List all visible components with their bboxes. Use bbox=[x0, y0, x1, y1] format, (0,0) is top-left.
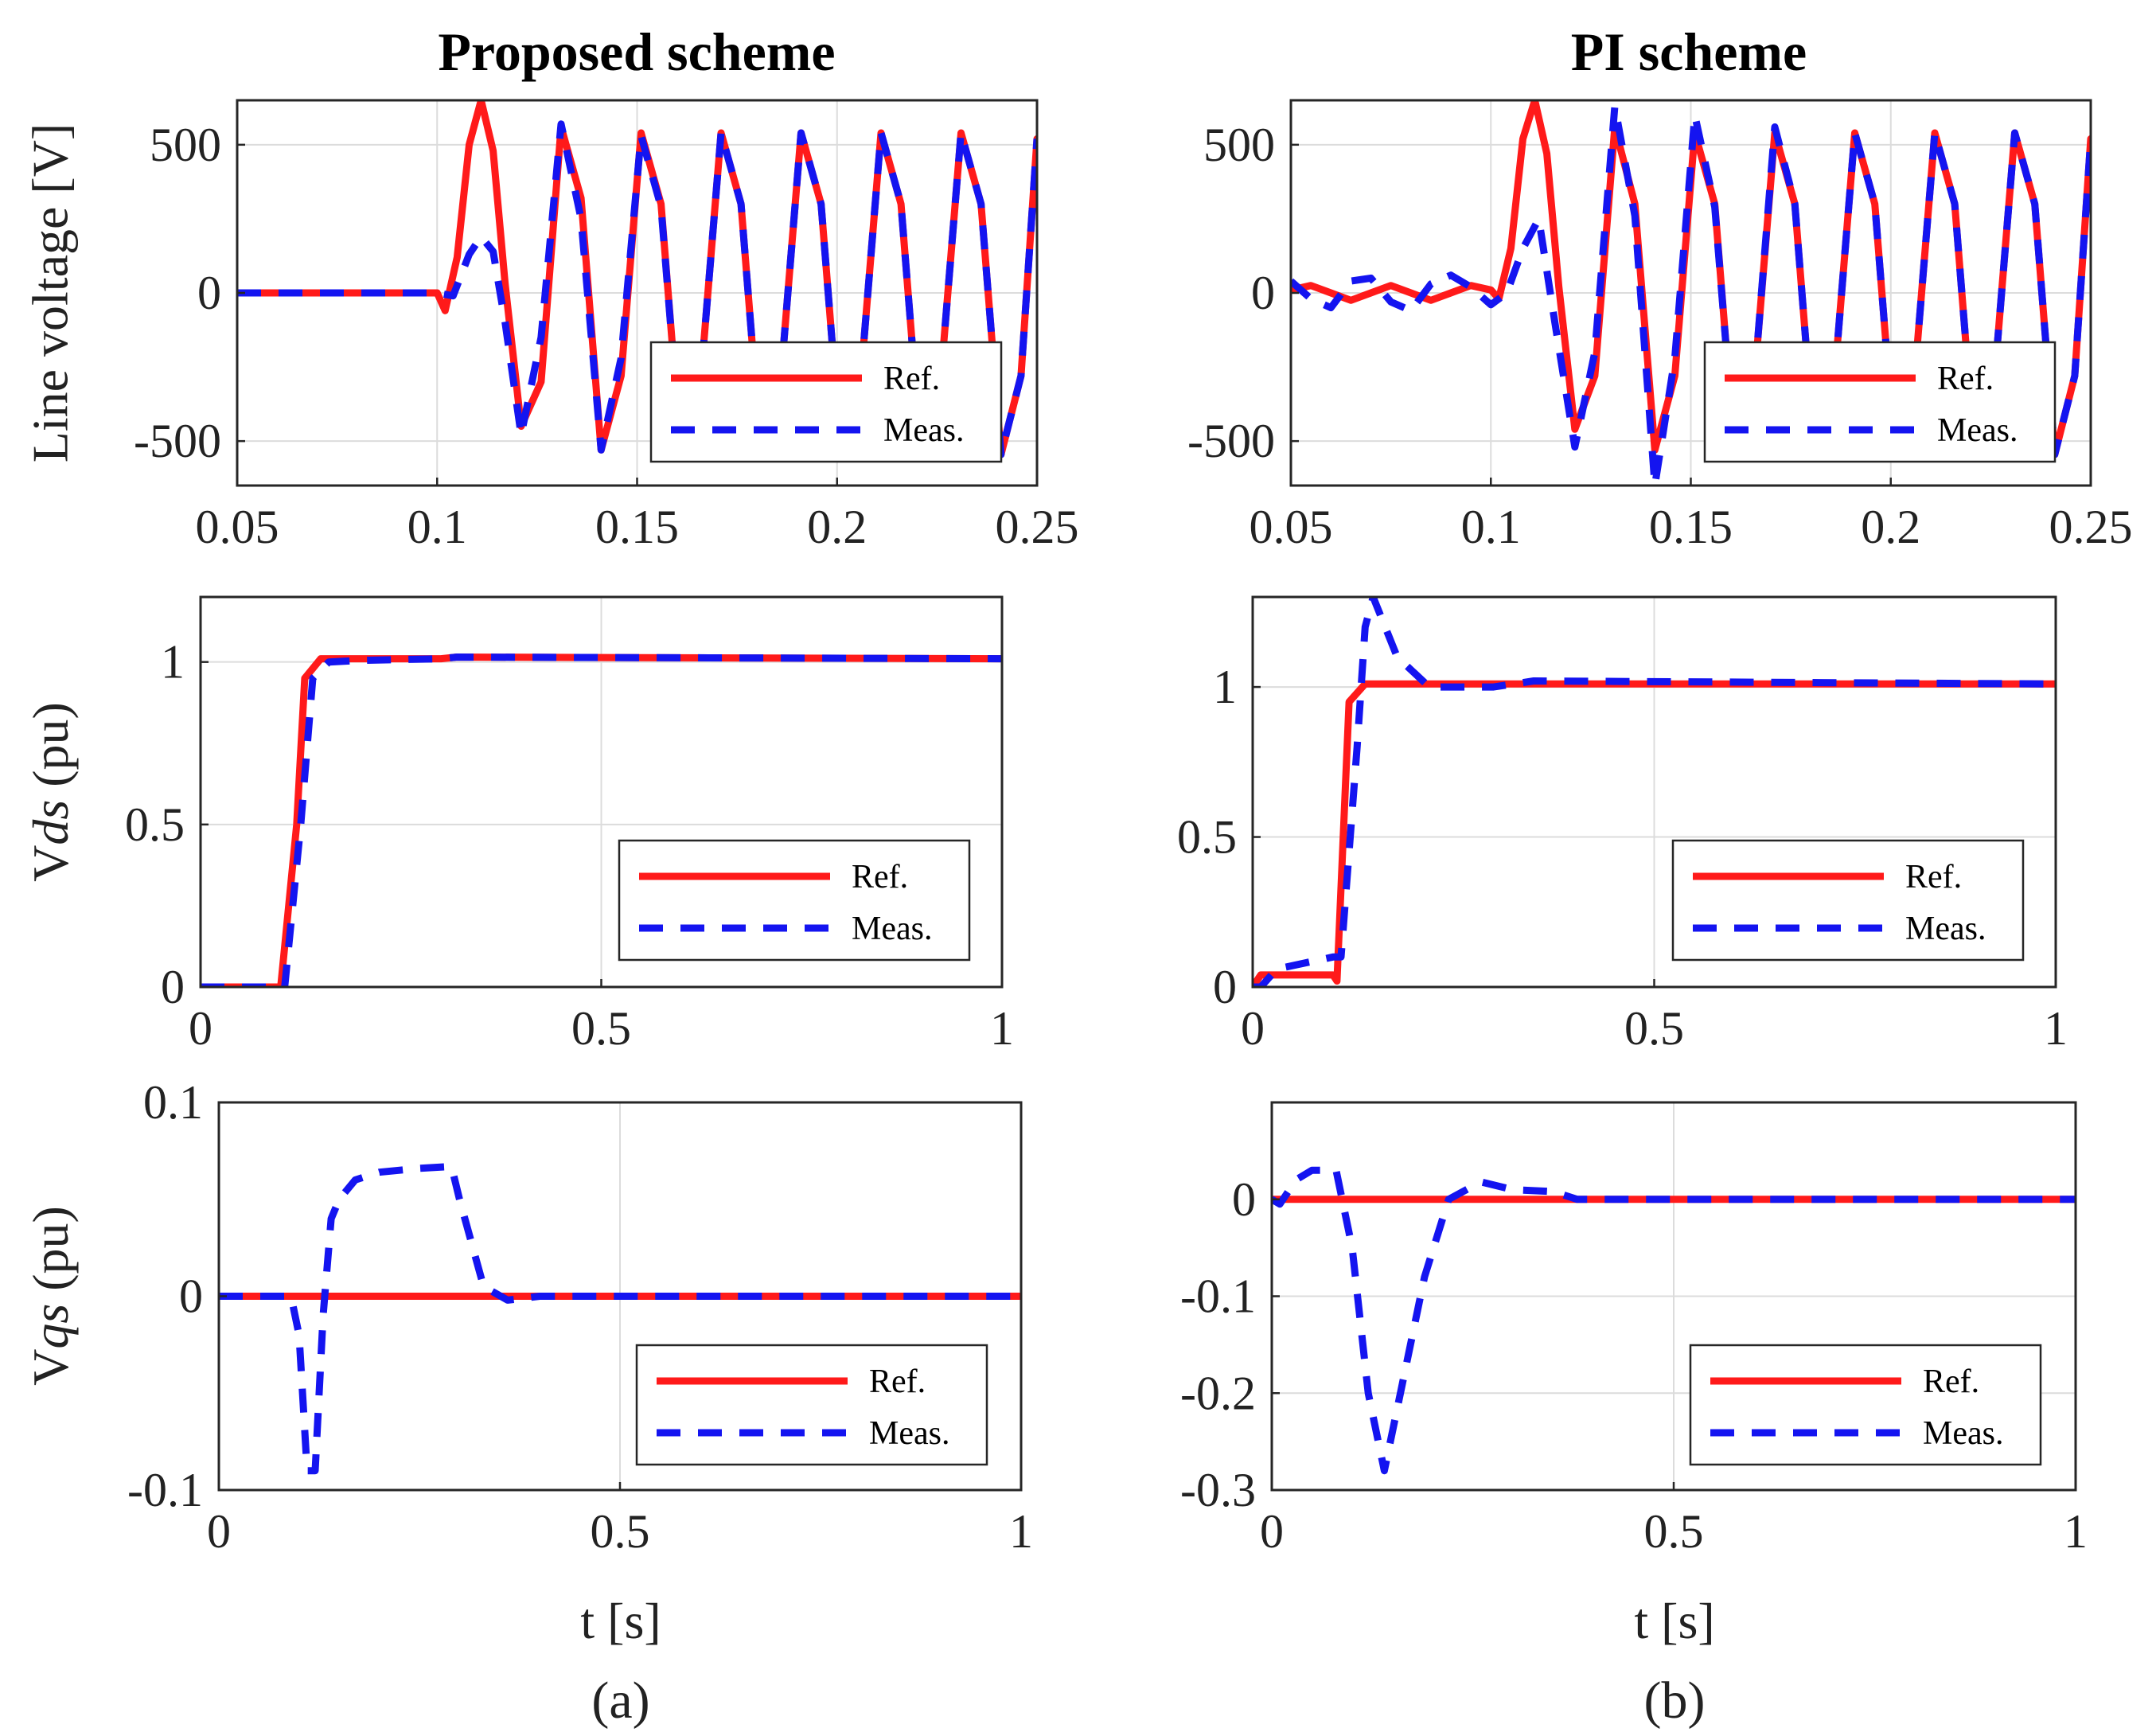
x-tick-label: 0.2 bbox=[1861, 501, 1920, 553]
x-tick-label: 0 bbox=[207, 1505, 231, 1558]
legend-meas-label: Meas. bbox=[883, 412, 964, 449]
subfigure-label-a: (a) bbox=[591, 1672, 649, 1730]
series-meas-line bbox=[1272, 1166, 2076, 1475]
subfigure-label-b: (b) bbox=[1644, 1672, 1706, 1730]
legend-box bbox=[1671, 839, 2025, 962]
x-tick-label: 0.2 bbox=[807, 501, 867, 553]
series-ref-line bbox=[1253, 680, 2056, 987]
x-tick-label: 0.1 bbox=[407, 501, 467, 553]
y-tick-label: 0.5 bbox=[125, 798, 185, 851]
y-axis-label: Vqs (pu) bbox=[22, 1206, 79, 1386]
series-meas-line bbox=[201, 653, 1002, 987]
y-tick-label: -0.1 bbox=[127, 1464, 203, 1516]
legend-ref-label: Ref. bbox=[883, 361, 940, 397]
x-tick-label: 1 bbox=[2064, 1505, 2088, 1558]
legend-meas-label: Meas. bbox=[1923, 1415, 2003, 1452]
y-tick-label: -0.1 bbox=[1180, 1270, 1256, 1323]
panel-b-vds: 0 0.5 1 0 0.5 1 Ref. Meas. bbox=[1177, 595, 2068, 1055]
y-tick-label: 0 bbox=[1213, 961, 1237, 1013]
legend-box bbox=[618, 839, 971, 962]
legend: Ref. Meas. bbox=[1703, 341, 2057, 463]
y-tick-label: -0.3 bbox=[1180, 1464, 1256, 1516]
x-tick-label: 0.15 bbox=[1649, 501, 1733, 553]
y-axis-label: Line voltage [V] bbox=[22, 123, 79, 463]
legend-meas-label: Meas. bbox=[1937, 412, 2018, 449]
legend-meas-label: Meas. bbox=[869, 1415, 949, 1452]
y-tick-label: -500 bbox=[1187, 415, 1275, 467]
y-tick-label: 500 bbox=[1203, 119, 1275, 171]
panel-a-vds: 0 0.5 1 0 0.5 1 Vds (pu) Ref. Meas. bbox=[22, 595, 1014, 1055]
legend: Ref. Meas. bbox=[649, 341, 1003, 463]
series-meas-line bbox=[237, 120, 1037, 458]
legend-box bbox=[649, 341, 1003, 463]
x-tick-label: 0.05 bbox=[196, 501, 279, 553]
legend-box bbox=[1689, 1344, 2042, 1466]
panel-b-line-voltage: 0.05 0.1 0.15 0.2 0.25 -500 0 500 Ref. Meas. bbox=[1187, 99, 2133, 553]
legend-meas-label: Meas. bbox=[1905, 911, 1986, 947]
x-tick-label: 1 bbox=[1009, 1505, 1033, 1558]
x-tick-label: 0.5 bbox=[571, 1002, 631, 1055]
x-tick-label: 0.15 bbox=[595, 501, 679, 553]
legend-box bbox=[635, 1344, 988, 1466]
series-meas-line bbox=[219, 1162, 1021, 1475]
y-tick-label: 0.1 bbox=[143, 1076, 203, 1129]
y-tick-label: -0.2 bbox=[1180, 1367, 1256, 1419]
y-tick-label: 500 bbox=[150, 119, 221, 171]
x-tick-label: 0.5 bbox=[1624, 1002, 1684, 1055]
legend-ref-label: Ref. bbox=[869, 1363, 926, 1400]
x-tick-label: 0 bbox=[1241, 1002, 1265, 1055]
legend-ref-label: Ref. bbox=[1905, 859, 1962, 895]
panel-a-line-voltage: 0.05 0.1 0.15 0.2 0.25 -500 0 500 Line voltage [… bbox=[22, 99, 1079, 553]
series-meas-line bbox=[1291, 102, 2091, 486]
y-tick-label: 1 bbox=[161, 636, 185, 689]
x-tick-label: 1 bbox=[2044, 1002, 2068, 1055]
x-tick-label: 0.05 bbox=[1250, 501, 1333, 553]
legend: Ref. Meas. bbox=[618, 839, 971, 962]
legend-box bbox=[1703, 341, 2057, 463]
xlabel-a: t [s] bbox=[580, 1593, 661, 1649]
legend-ref-label: Ref. bbox=[1923, 1363, 1979, 1400]
x-tick-label: 0.5 bbox=[1644, 1505, 1704, 1558]
legend-meas-label: Meas. bbox=[852, 911, 932, 947]
y-tick-label: 1 bbox=[1213, 661, 1237, 713]
legend-ref-label: Ref. bbox=[1937, 361, 1994, 397]
x-tick-label: 0.25 bbox=[996, 501, 1079, 553]
y-tick-label: -500 bbox=[134, 415, 221, 467]
y-tick-label: 0.5 bbox=[1177, 811, 1237, 864]
panel-b-vqs: 0 0.5 1 -0.3 -0.2 -0.1 0 Ref. Meas. bbox=[1180, 1101, 2088, 1558]
legend: Ref. Meas. bbox=[1671, 839, 2025, 962]
y-axis-label: Vds (pu) bbox=[22, 702, 79, 882]
col-a-title: Proposed scheme bbox=[438, 21, 835, 82]
col-b-title: PI scheme bbox=[1571, 21, 1807, 82]
x-tick-label: 0.25 bbox=[2049, 501, 2133, 553]
y-tick-label: 0 bbox=[197, 267, 221, 319]
x-tick-label: 0 bbox=[189, 1002, 212, 1055]
y-tick-label: 0 bbox=[179, 1270, 203, 1323]
legend-ref-label: Ref. bbox=[852, 859, 908, 895]
series-meas-line bbox=[1253, 597, 2056, 987]
y-tick-label: 0 bbox=[1251, 267, 1275, 319]
xlabel-b: t [s] bbox=[1634, 1593, 1714, 1649]
legend: Ref. Meas. bbox=[1689, 1344, 2042, 1466]
legend: Ref. Meas. bbox=[635, 1344, 988, 1466]
x-tick-label: 0.5 bbox=[591, 1505, 650, 1558]
x-tick-label: 1 bbox=[990, 1002, 1014, 1055]
y-tick-label: 0 bbox=[161, 961, 185, 1013]
y-tick-label: 0 bbox=[1232, 1173, 1256, 1226]
x-tick-label: 0 bbox=[1260, 1505, 1284, 1558]
x-tick-label: 0.1 bbox=[1461, 501, 1521, 553]
